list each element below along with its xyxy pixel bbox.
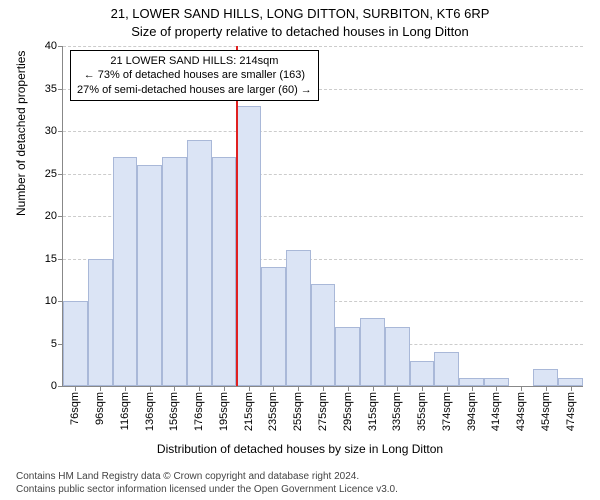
ytick-label: 30 (45, 125, 57, 137)
histogram-bar (236, 106, 261, 387)
histogram-bar (410, 361, 435, 387)
xtick-label: 315sqm (367, 392, 379, 431)
histogram-bar (459, 378, 484, 387)
xtick-label: 235sqm (267, 392, 279, 431)
ytick-label: 20 (45, 210, 57, 222)
xtick-label: 374sqm (441, 392, 453, 431)
ytick-label: 5 (51, 338, 57, 350)
ytick-label: 25 (45, 168, 57, 180)
footer-line1: Contains HM Land Registry data © Crown c… (16, 470, 398, 483)
xtick-label: 414sqm (490, 392, 502, 431)
xtick-mark (100, 386, 101, 391)
ytick-mark (58, 386, 63, 387)
xtick-label: 156sqm (168, 392, 180, 431)
xtick-label: 434sqm (515, 392, 527, 431)
footer-line2: Contains public sector information licen… (16, 483, 398, 496)
grid-line (63, 46, 583, 47)
ytick-mark (58, 259, 63, 260)
xtick-mark (199, 386, 200, 391)
chart-title-line1: 21, LOWER SAND HILLS, LONG DITTON, SURBI… (0, 6, 600, 21)
xtick-mark (521, 386, 522, 391)
histogram-bar (162, 157, 187, 387)
xtick-mark (472, 386, 473, 391)
ytick-label: 35 (45, 83, 57, 95)
ytick-label: 15 (45, 253, 57, 265)
histogram-bar (63, 301, 88, 386)
histogram-bar (113, 157, 138, 387)
ytick-mark (58, 174, 63, 175)
xtick-label: 355sqm (416, 392, 428, 431)
xtick-label: 275sqm (317, 392, 329, 431)
histogram-bar (212, 157, 237, 387)
xtick-mark (150, 386, 151, 391)
grid-line (63, 131, 583, 132)
xtick-label: 176sqm (193, 392, 205, 431)
histogram-bar (360, 318, 385, 386)
xtick-mark (273, 386, 274, 391)
histogram-bar (286, 250, 311, 386)
xtick-mark (422, 386, 423, 391)
ytick-mark (58, 46, 63, 47)
xtick-mark (348, 386, 349, 391)
ytick-label: 40 (45, 40, 57, 52)
histogram-bar (88, 259, 113, 387)
xtick-mark (298, 386, 299, 391)
xtick-mark (174, 386, 175, 391)
xtick-mark (496, 386, 497, 391)
xtick-mark (75, 386, 76, 391)
xtick-label: 215sqm (243, 392, 255, 431)
xtick-mark (373, 386, 374, 391)
histogram-bar (187, 140, 212, 387)
xtick-mark (571, 386, 572, 391)
annotation-line1: 21 LOWER SAND HILLS: 214sqm (77, 54, 312, 68)
histogram-bar (533, 369, 558, 386)
xtick-label: 116sqm (119, 392, 131, 430)
histogram-bar (311, 284, 336, 386)
xtick-label: 96sqm (94, 392, 106, 425)
footer-attribution: Contains HM Land Registry data © Crown c… (16, 470, 398, 496)
annotation-box: 21 LOWER SAND HILLS: 214sqm← 73% of deta… (70, 50, 319, 101)
histogram-bar (558, 378, 583, 387)
xtick-label: 474sqm (565, 392, 577, 431)
annotation-line2: ← 73% of detached houses are smaller (16… (77, 68, 312, 82)
histogram-bar (434, 352, 459, 386)
chart-title-line2: Size of property relative to detached ho… (0, 24, 600, 39)
x-axis-label: Distribution of detached houses by size … (0, 442, 600, 456)
ytick-mark (58, 89, 63, 90)
xtick-label: 394sqm (466, 392, 478, 431)
xtick-mark (546, 386, 547, 391)
xtick-mark (125, 386, 126, 391)
chart-container: 21, LOWER SAND HILLS, LONG DITTON, SURBI… (0, 0, 600, 500)
xtick-mark (447, 386, 448, 391)
xtick-label: 76sqm (69, 392, 81, 425)
xtick-label: 195sqm (218, 392, 230, 431)
xtick-label: 295sqm (342, 392, 354, 431)
ytick-mark (58, 216, 63, 217)
ytick-mark (58, 131, 63, 132)
annotation-line3: 27% of semi-detached houses are larger (… (77, 83, 312, 97)
histogram-bar (335, 327, 360, 387)
xtick-label: 255sqm (292, 392, 304, 431)
ytick-label: 0 (51, 380, 57, 392)
histogram-bar (385, 327, 410, 387)
xtick-mark (249, 386, 250, 391)
xtick-mark (224, 386, 225, 391)
xtick-label: 335sqm (391, 392, 403, 431)
histogram-bar (484, 378, 509, 387)
xtick-label: 454sqm (540, 392, 552, 431)
xtick-mark (323, 386, 324, 391)
xtick-mark (397, 386, 398, 391)
ytick-label: 10 (45, 295, 57, 307)
xtick-label: 136sqm (144, 392, 156, 431)
histogram-bar (261, 267, 286, 386)
y-axis-label: Number of detached properties (14, 51, 28, 216)
histogram-bar (137, 165, 162, 386)
